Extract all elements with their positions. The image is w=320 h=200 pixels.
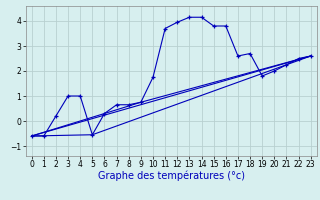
X-axis label: Graphe des températures (°c): Graphe des températures (°c) — [98, 171, 245, 181]
